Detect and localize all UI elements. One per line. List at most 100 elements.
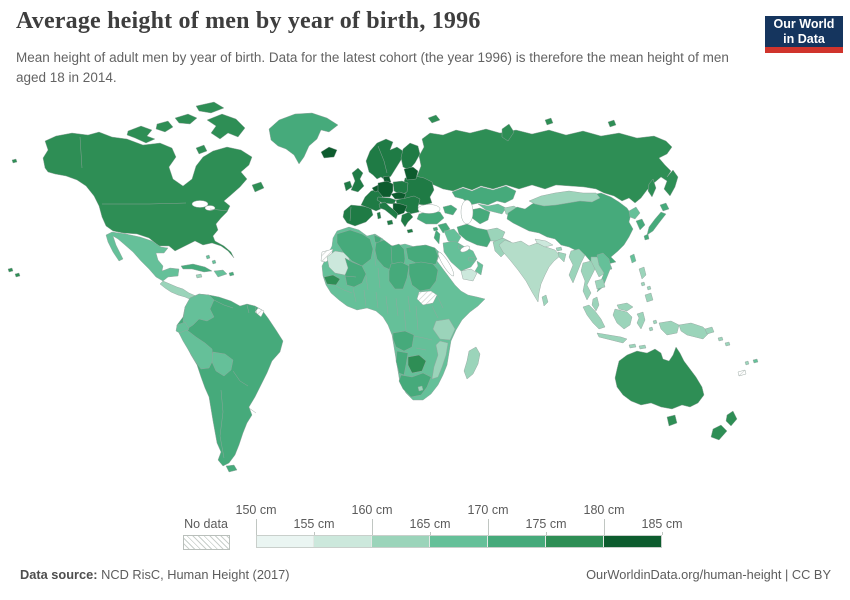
country-south-africa — [398, 372, 432, 398]
country-north-korea — [628, 206, 641, 220]
legend-tick-line — [488, 519, 489, 535]
map-region — [211, 259, 217, 265]
chart-footer: Data source: NCD RisC, Human Height (201… — [20, 567, 831, 582]
data-source: Data source: NCD RisC, Human Height (201… — [20, 567, 290, 582]
country-indonesia — [582, 304, 606, 330]
map-region — [607, 119, 617, 128]
country-philippines — [638, 266, 647, 280]
country-indonesia — [636, 311, 646, 330]
owid-logo[interactable]: Our World in Data — [765, 16, 843, 53]
country-sudan — [408, 261, 439, 292]
map-region — [376, 211, 382, 220]
country-mali — [344, 257, 367, 288]
country-lesotho — [417, 385, 424, 392]
map-region — [501, 123, 515, 142]
country-russia — [416, 128, 679, 204]
country-greece — [400, 211, 414, 228]
footer-link[interactable]: OurWorldinData.org/human-height | CC BY — [586, 567, 831, 582]
page-title: Average height of men by year of birth, … — [16, 8, 481, 34]
legend-bin[interactable] — [314, 535, 372, 548]
country-taiwan — [629, 253, 637, 264]
map-region-group-oceania[interactable] — [582, 304, 759, 441]
map-region — [195, 144, 208, 155]
country-algeria — [336, 229, 374, 267]
legend-tick-label: 175 cm — [525, 517, 567, 531]
data-source-value: NCD RisC, Human Height (2017) — [97, 567, 290, 582]
no-data-swatch[interactable] — [183, 535, 230, 550]
legend-tick-line — [662, 532, 663, 535]
legend-tick-label: 180 cm — [583, 503, 625, 517]
map-region — [406, 228, 414, 234]
legend-tick-label: 185 cm — [641, 517, 683, 531]
country-egypt — [405, 244, 439, 266]
map-region — [225, 464, 238, 473]
country-namibia — [395, 350, 409, 376]
country-chad — [388, 261, 410, 290]
country-saudi-arabia — [442, 240, 478, 272]
country-bangladesh — [557, 251, 567, 263]
map-region-group-europe[interactable] — [342, 138, 435, 234]
map-region-group-russia[interactable] — [416, 114, 679, 204]
map-region-group-africa[interactable] — [320, 226, 486, 401]
map-region-group-asia[interactable] — [416, 185, 670, 312]
map-region — [643, 233, 650, 241]
map-region — [155, 120, 174, 133]
country-malaysia — [616, 302, 634, 312]
country-mozambique — [431, 340, 449, 380]
map-region — [195, 273, 203, 279]
map-region — [717, 336, 724, 342]
legend-bin[interactable] — [546, 535, 604, 548]
country-united-kingdom — [350, 167, 365, 193]
country-uzbekistan — [477, 203, 507, 215]
map-region — [14, 272, 21, 278]
country-philippines — [644, 292, 654, 303]
map-region — [646, 285, 652, 291]
legend-tick-line — [546, 532, 547, 535]
legend-bin[interactable] — [430, 535, 488, 548]
country-australia — [614, 346, 705, 410]
country-myanmar — [568, 248, 586, 284]
legend-tick-label: 150 cm — [235, 503, 277, 517]
map-region — [427, 114, 441, 124]
map-region — [206, 113, 246, 140]
legend-bin[interactable] — [604, 535, 662, 548]
legend-bin[interactable] — [256, 535, 314, 548]
map-region — [638, 344, 647, 350]
country-norway-sweden — [365, 138, 404, 182]
country-united-states-canada — [42, 131, 253, 259]
region-south-sudan — [416, 290, 438, 306]
map-region — [11, 158, 18, 164]
map-region — [704, 326, 715, 335]
country-colombia — [182, 293, 215, 330]
country-finland — [400, 142, 421, 171]
country-kazakhstan — [451, 185, 517, 206]
map-region — [467, 256, 476, 262]
country-indonesia — [612, 308, 633, 330]
legend-tick-line — [372, 519, 373, 535]
country-papua-new-guinea — [678, 322, 710, 340]
map-region — [652, 319, 658, 325]
country-oman — [474, 260, 484, 276]
country-madagascar — [463, 346, 481, 380]
legend-tick-line — [430, 532, 431, 535]
legend-no-data[interactable]: No data — [183, 517, 230, 550]
legend-bin[interactable] — [372, 535, 430, 548]
map-region — [724, 341, 731, 347]
map-region — [647, 178, 657, 198]
legend-tick-label: 170 cm — [467, 503, 509, 517]
country-poland — [392, 180, 409, 196]
country-italy — [378, 201, 399, 220]
country-botswana — [407, 354, 427, 374]
legend-color-scale[interactable]: 150 cm 155 cm 160 cm 165 cm 170 cm 175 cm 180 … — [236, 503, 683, 549]
map-region-group-south-america[interactable] — [175, 293, 284, 473]
country-japan — [659, 202, 670, 212]
map-region — [228, 271, 235, 277]
country-south-korea — [635, 218, 646, 231]
legend-bin[interactable] — [488, 535, 546, 548]
country-thailand — [580, 260, 596, 301]
map-region-group-north-america[interactable] — [7, 101, 339, 320]
country-ireland — [343, 180, 353, 192]
data-source-label: Data source: — [20, 567, 98, 582]
country-mongolia — [528, 190, 601, 207]
